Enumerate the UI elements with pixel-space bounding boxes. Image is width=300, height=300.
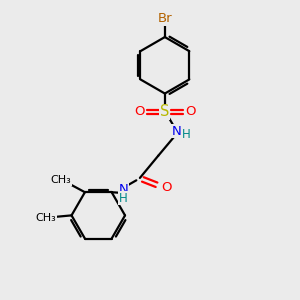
Text: H: H bbox=[118, 192, 127, 205]
Text: N: N bbox=[119, 183, 128, 196]
Text: S: S bbox=[160, 104, 170, 119]
Text: H: H bbox=[182, 128, 190, 141]
Text: O: O bbox=[185, 106, 196, 118]
Text: CH₃: CH₃ bbox=[51, 175, 71, 185]
Text: Br: Br bbox=[158, 12, 172, 25]
Text: CH₃: CH₃ bbox=[35, 213, 56, 223]
Text: O: O bbox=[161, 181, 171, 194]
Text: N: N bbox=[171, 125, 181, 138]
Text: O: O bbox=[134, 106, 144, 118]
